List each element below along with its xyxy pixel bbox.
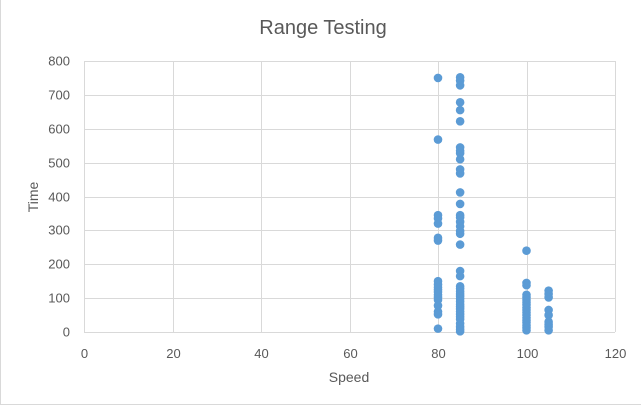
y-tick-label: 100 (48, 291, 70, 306)
x-tick-label: 20 (166, 346, 180, 361)
data-point (544, 326, 553, 335)
x-axis-title: Speed (329, 369, 369, 385)
y-tick-label: 400 (48, 190, 70, 205)
x-tick-label: 60 (343, 346, 357, 361)
data-point (544, 293, 553, 302)
data-point (433, 219, 443, 228)
y-tick-label: 800 (48, 54, 70, 69)
data-point (433, 301, 443, 310)
data-point (522, 326, 531, 335)
x-axis-ticks: 0 20 40 60 80 100 120 (81, 346, 626, 361)
y-tick-label: 0 (63, 325, 70, 340)
y-tick-label: 700 (48, 88, 70, 103)
data-point (544, 310, 553, 320)
data-point (433, 310, 443, 319)
data-point (455, 154, 465, 164)
data-point (455, 98, 465, 107)
data-point (433, 73, 443, 83)
y-axis-title: Time (25, 181, 41, 212)
x-tick-label: 100 (517, 346, 539, 361)
data-point (522, 280, 531, 290)
data-point (455, 327, 465, 336)
data-point (433, 324, 443, 333)
y-tick-label: 300 (48, 223, 70, 238)
data-point (455, 240, 465, 249)
data-point (455, 169, 465, 178)
x-tick-label: 0 (81, 346, 88, 361)
data-point (455, 199, 465, 209)
data-point (455, 116, 465, 126)
data-point (433, 135, 443, 144)
data-point (522, 246, 531, 255)
data-point (455, 188, 465, 197)
data-points (433, 72, 553, 336)
data-point (455, 148, 465, 158)
y-tick-label: 600 (48, 122, 70, 137)
x-tick-label: 40 (254, 346, 268, 361)
y-tick-label: 200 (48, 257, 70, 272)
chart-title: Range Testing (259, 17, 387, 39)
data-point (455, 271, 465, 281)
data-point (433, 236, 443, 245)
data-point (455, 229, 465, 239)
x-tick-label: 80 (431, 346, 445, 361)
y-tick-label: 500 (48, 156, 70, 171)
gridlines (84, 61, 616, 333)
data-point (455, 81, 465, 90)
x-tick-label: 120 (605, 346, 627, 361)
data-point (455, 105, 465, 115)
y-axis-ticks: 0 100 200 300 400 500 600 700 800 (48, 54, 70, 340)
